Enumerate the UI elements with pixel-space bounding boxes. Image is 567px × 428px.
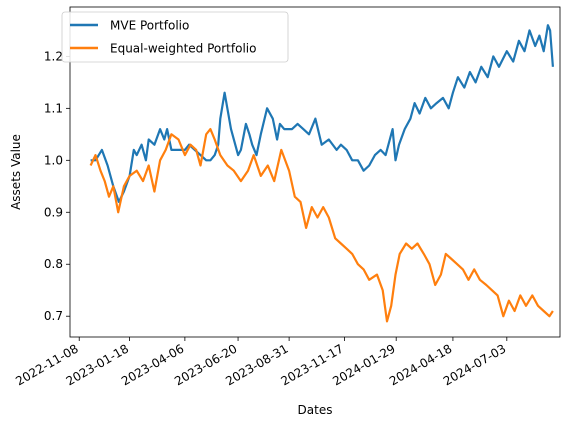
x-axis-label: Dates (298, 403, 333, 417)
series-line-mve-portfolio (90, 24, 554, 203)
y-tick-label: 1.2 (44, 49, 63, 63)
y-tick-label: 0.7 (44, 309, 63, 323)
legend-box (61, 11, 289, 63)
y-tick-label: 1.0 (44, 153, 63, 167)
y-tick-label: 0.8 (44, 257, 63, 271)
y-axis-ticks: 0.7 0.8 0.9 1.0 1.1 1.2 (44, 49, 70, 323)
y-axis-label: Assets Value (9, 134, 23, 210)
y-tick-label: 0.9 (44, 205, 63, 219)
legend-label-equal-weighted: Equal-weighted Portfolio (110, 42, 256, 56)
legend: MVE Portfolio Equal-weighted Portfolio (61, 11, 289, 63)
series-line-equal-weighted-portfolio (89, 128, 554, 323)
plot-frame (69, 6, 561, 338)
y-tick-label: 1.1 (44, 101, 63, 115)
x-axis-ticks: 2022-11-082023-01-182023-04-062023-06-20… (13, 337, 508, 388)
series-layer (89, 24, 554, 323)
legend-label-mve: MVE Portfolio (110, 19, 189, 33)
